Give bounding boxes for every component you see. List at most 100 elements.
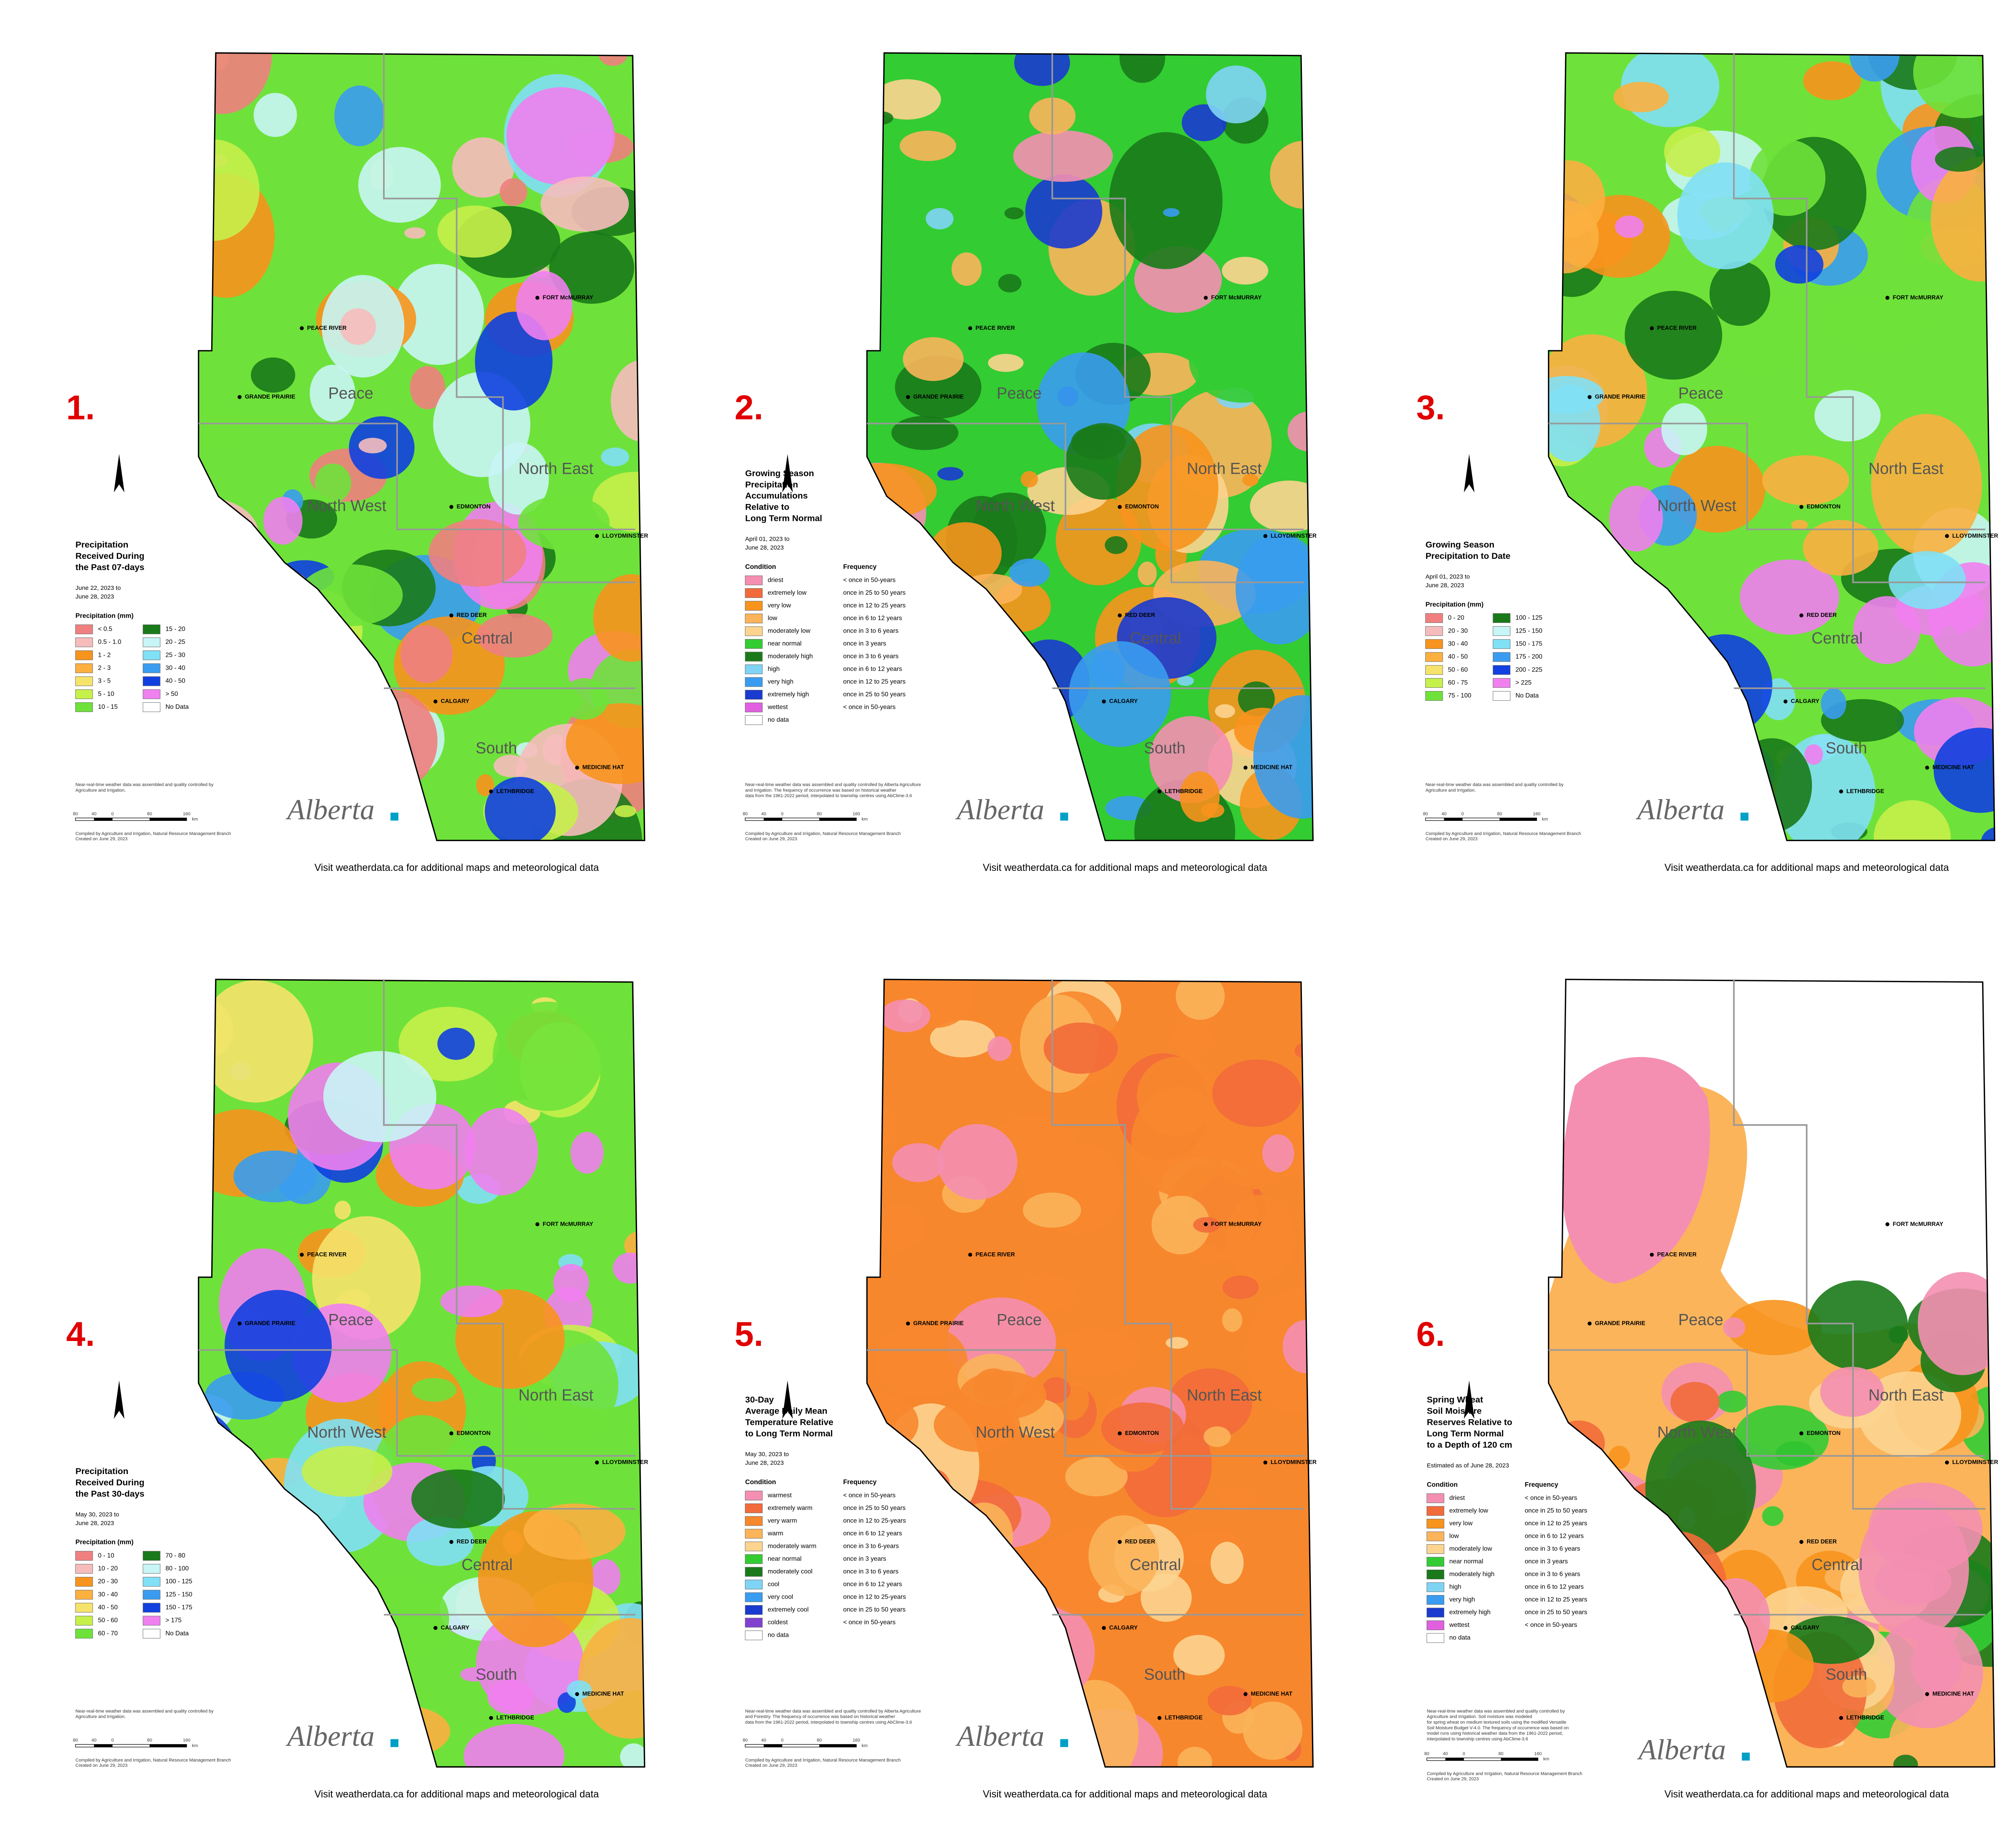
city-label: EDMONTON bbox=[457, 504, 491, 510]
map-zone bbox=[1283, 1320, 1313, 1373]
map-zone bbox=[404, 227, 426, 239]
legend-header: Condition bbox=[1427, 1481, 1458, 1488]
legend-swatch bbox=[75, 624, 93, 634]
city-label: EDMONTON bbox=[1807, 504, 1841, 510]
city-marker bbox=[595, 534, 599, 538]
compiled-note: Created on June 29, 2023 bbox=[75, 837, 127, 841]
compiled-note: Created on June 29, 2023 bbox=[1425, 837, 1477, 841]
city-marker bbox=[595, 1460, 599, 1465]
map-zone bbox=[1004, 207, 1024, 219]
city-marker bbox=[1263, 1460, 1268, 1465]
map-zone bbox=[400, 625, 453, 683]
legend-label: 70 - 80 bbox=[165, 1552, 185, 1559]
city-marker bbox=[1204, 296, 1208, 300]
legend-label: near normal bbox=[1450, 1558, 1483, 1565]
map-zone bbox=[952, 252, 982, 286]
city-marker bbox=[433, 1626, 437, 1630]
map-zone bbox=[1025, 174, 1102, 249]
legend-swatch bbox=[745, 575, 763, 585]
legend-swatch bbox=[75, 1628, 93, 1639]
legend-frequency: once in 3 to 6 years bbox=[843, 628, 899, 635]
region-label: Peace bbox=[328, 1311, 373, 1329]
map-zone bbox=[1874, 800, 1951, 841]
city-marker bbox=[1799, 613, 1804, 618]
legend-swatch bbox=[75, 676, 93, 686]
map-zone bbox=[1212, 1059, 1302, 1127]
map-zone bbox=[1889, 1326, 1908, 1344]
region-border bbox=[1051, 53, 1304, 583]
legend-swatch bbox=[745, 677, 763, 687]
note: Agriculture and Irrigation. Soil moistur… bbox=[1427, 1714, 1532, 1719]
city-marker bbox=[575, 766, 579, 770]
map-zone bbox=[1911, 1635, 1962, 1693]
scale-bar bbox=[149, 818, 187, 821]
city-label: FORT McMURRAY bbox=[1893, 294, 1943, 301]
city-marker bbox=[489, 789, 493, 793]
legend-label: moderately high bbox=[1450, 1571, 1495, 1578]
city-label: MEDICINE HAT bbox=[582, 764, 624, 771]
map-title: Long Term Normal bbox=[1427, 1428, 1504, 1438]
map-zone bbox=[440, 1285, 503, 1317]
legend-frequency: once in 12 to 25 years bbox=[1525, 1520, 1587, 1527]
map-title: the Past 30-days bbox=[75, 1489, 144, 1499]
map-zone bbox=[591, 1559, 621, 1595]
legend-swatch bbox=[75, 1603, 93, 1613]
map-zone bbox=[1023, 1192, 1081, 1228]
legend-label: > 175 bbox=[165, 1617, 181, 1624]
map-zone bbox=[463, 1724, 564, 1767]
legend-swatch bbox=[745, 1541, 763, 1551]
legend-label: 0 - 20 bbox=[1448, 614, 1464, 621]
scale-label: 160 bbox=[1533, 812, 1541, 816]
scale-label: 40 bbox=[1441, 812, 1446, 816]
scale-bar bbox=[94, 1744, 113, 1747]
map-zone bbox=[601, 447, 629, 466]
region-label: North East bbox=[1868, 460, 1943, 478]
map-zone bbox=[1065, 1457, 1128, 1497]
legend-label: 100 - 125 bbox=[1516, 614, 1543, 621]
city-label: RED DEER bbox=[457, 612, 487, 618]
legend-label: 40 - 50 bbox=[165, 678, 185, 685]
legend-swatch bbox=[1493, 652, 1511, 662]
legend-label: 80 - 100 bbox=[165, 1565, 189, 1572]
date-range: June 28, 2023 bbox=[75, 593, 114, 600]
city-label: MEDICINE HAT bbox=[1933, 764, 1974, 771]
map-zone bbox=[988, 354, 1024, 372]
map-zone bbox=[930, 1020, 996, 1058]
north-arrow bbox=[1464, 454, 1475, 493]
map-zone bbox=[891, 416, 958, 450]
legend-title: Precipitation (mm) bbox=[1425, 601, 1483, 608]
map-zone bbox=[1270, 87, 1310, 113]
legend-swatch bbox=[745, 1579, 763, 1589]
scale-label: 0 bbox=[111, 812, 114, 816]
map-zone bbox=[1670, 1382, 1720, 1423]
map-zone bbox=[477, 613, 553, 658]
city-label: GRANDE PRAIRIE bbox=[913, 1320, 964, 1326]
map-zone bbox=[1888, 551, 1966, 610]
map-zone bbox=[1933, 727, 1995, 813]
legend-frequency: once in 25 to 50 years bbox=[843, 589, 906, 596]
legend-label: very low bbox=[768, 602, 791, 609]
city-label: MEDICINE HAT bbox=[1251, 764, 1292, 771]
city-marker bbox=[575, 1692, 579, 1696]
map-zone bbox=[1238, 681, 1275, 716]
legend-label: extremely warm bbox=[768, 1505, 812, 1512]
scale-label: 80 bbox=[1425, 1751, 1429, 1756]
legend-label: wettest bbox=[767, 704, 788, 711]
city-marker bbox=[1925, 1692, 1929, 1696]
map-zone bbox=[1931, 157, 1995, 282]
legend-label: very cool bbox=[768, 1594, 793, 1601]
legend-label: 30 - 40 bbox=[98, 1591, 118, 1598]
scale-unit: km bbox=[862, 1743, 868, 1748]
map-zone bbox=[1222, 1275, 1259, 1299]
footer: Visit weatherdata.ca for additional maps… bbox=[983, 862, 1268, 873]
map-zone bbox=[1253, 695, 1313, 819]
note: for spring wheat on medium textured soil… bbox=[1427, 1720, 1566, 1725]
note: data from the 1961-2022 period, interpol… bbox=[745, 1720, 912, 1725]
city-label: GRANDE PRAIRIE bbox=[913, 394, 964, 400]
note: data from the 1961-2022 period, interpol… bbox=[745, 793, 912, 798]
region-border bbox=[383, 979, 635, 1510]
legend-swatch bbox=[75, 1551, 93, 1561]
date-range: May 30, 2023 to bbox=[75, 1511, 119, 1518]
region-label: North East bbox=[1868, 1387, 1943, 1404]
legend-swatch bbox=[75, 689, 93, 699]
